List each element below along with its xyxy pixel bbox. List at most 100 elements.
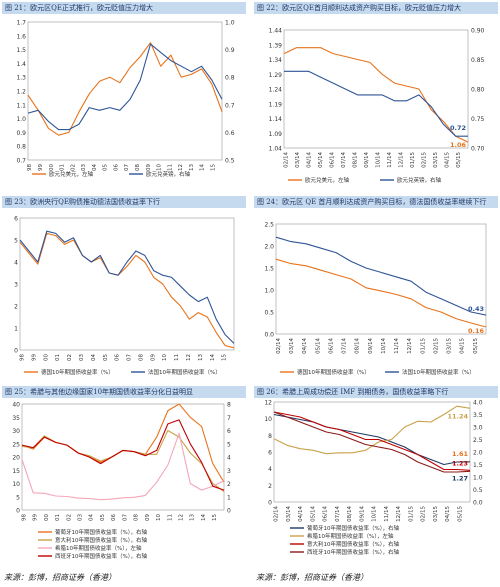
c23-x-tick-label: 08 (138, 354, 144, 361)
c25-series-line (21, 403, 225, 483)
c26-x-tick-label: 04/15 (445, 506, 451, 522)
c22-annotation-label: 1.06 (450, 141, 467, 149)
c23-series-line (19, 232, 235, 349)
c22-x-tick-label: 04/15 (444, 152, 450, 168)
c22-x-tick-label: 12/14 (398, 152, 404, 168)
c21-right-tick-label: 0.5 (225, 158, 235, 165)
c26-series-line (273, 405, 471, 455)
c26-right-tick-label: 3.5 (473, 412, 483, 419)
c21-left-tick-label: 1.4 (16, 61, 26, 68)
c21-x-tick-label: 00 (49, 164, 55, 171)
c23-x-tick-label: 00 (43, 354, 49, 361)
chart-title-24: 图 24：欧元区 QE 首月顺利达成资产购买目标，德法国债收益率继续下行 (254, 196, 498, 208)
c22-plot-frame (283, 29, 469, 149)
c26-x-tick-label: 10/14 (372, 506, 378, 522)
c26-left-tick-label: 2 (268, 483, 272, 490)
c26-x-tick-label: 06/14 (323, 506, 329, 522)
c21-right-tick-label: 1.0 (225, 20, 235, 27)
c26-x-tick-label: 03/15 (433, 506, 439, 522)
c26-legend-label: 希腊10年期国债收益率（%），左轴 (307, 532, 394, 540)
c25-left-tick-label: 35 (12, 415, 20, 422)
c24-x-tick-label: 04/15 (460, 338, 466, 354)
c25-right-tick-label: 5 (227, 441, 231, 448)
c22-series-line (284, 70, 468, 137)
c22-x-tick-label: 09/14 (364, 152, 370, 168)
c25-left-tick-label: 30 (12, 428, 20, 435)
c25-plot-frame (21, 403, 225, 511)
chart-title-23: 图 23：欧洲央行QE购债推动德法国债收益率下行 (2, 196, 246, 208)
c22-x-tick-label: 05/15 (456, 152, 462, 168)
c22-x-tick-label: 08/14 (352, 152, 358, 168)
c24-x-tick-label: 12/14 (407, 338, 413, 354)
c21-x-tick-label: 06 (113, 164, 119, 171)
c24-x-tick-label: 08/14 (355, 338, 361, 354)
c21-right-tick-label: 0.6 (225, 130, 235, 137)
c21-x-tick-label: 09 (146, 164, 152, 171)
c21-x-tick-label: 14 (200, 164, 206, 171)
c26-legend-label: 葡萄牙10年期国债收益率（%），右轴 (307, 524, 399, 532)
c21-left-tick-label: 1.1 (16, 102, 26, 109)
c25-right-tick-label: 6 (227, 428, 231, 435)
chart-svg-21: 0.7 0.8 0.9 1.0 1.1 1.2 1.3 1.4 1.5 1.6 1.7 0.5 0.6 0… (16, 20, 235, 179)
c22-x-tick-label: 01/15 (410, 152, 416, 168)
c22-left-tick-label: 1.24 (269, 87, 283, 94)
c26-x-tick-label: 08/14 (347, 506, 353, 522)
c21-plot-frame (27, 21, 223, 161)
c23-left-tick-label: 2 (14, 304, 18, 311)
c26-x-tick-label: 03/14 (286, 506, 292, 522)
c21-left-tick-label: 0.9 (16, 130, 26, 137)
c26-x-tick-label: 02/14 (274, 506, 280, 522)
c25-x-tick-label: 03 (77, 514, 83, 521)
c26-series-line (273, 413, 471, 466)
c24-x-tick-label: 05/14 (315, 338, 321, 354)
c23-plot-frame (19, 217, 235, 351)
c22-x-tick-label: 03/14 (295, 152, 301, 168)
chart-panel-21: 图 21：欧元区QE正式推行，欧元贬值压力增大 0.7 0.8 0.9 1.0 1.1 1… (2, 2, 246, 194)
c22-legend-label: 欧元兑美元，左轴 (305, 176, 350, 184)
c24-annotation-label: 0.43 (468, 305, 484, 313)
c24-left-tick-label: 2.0 (264, 244, 274, 251)
c23-left-tick-label: 4 (14, 260, 18, 267)
c21-series-line (27, 42, 223, 136)
c26-annotation-label: 1.23 (452, 459, 468, 467)
c26-x-tick-label: 07/14 (335, 506, 341, 522)
c25-legend-label: 希腊10年期国债收益率（%），左轴 (55, 544, 142, 552)
c22-right-tick-label: 0.75 (471, 116, 485, 123)
c22-x-tick-label: 07/14 (341, 152, 347, 168)
c21-series-line (27, 43, 223, 131)
c23-x-tick-label: 11 (174, 354, 180, 361)
c21-x-tick-label: 15 (210, 164, 216, 171)
c23-x-tick-label: 03 (79, 354, 85, 361)
c22-x-tick-label: 11/14 (387, 152, 393, 168)
c26-right-tick-label: 4.0 (473, 400, 483, 407)
c21-x-tick-label: 03 (81, 164, 87, 171)
c26-right-tick-label: 3.0 (473, 425, 483, 432)
c24-left-tick-label: 2.5 (264, 222, 274, 229)
c25-x-tick-label: 08 (134, 514, 140, 521)
c25-legend-label: 西班牙10年期国债收益率（%），右轴 (55, 552, 147, 560)
c25-x-tick-label: 98 (21, 514, 27, 521)
c24-series-line (275, 236, 487, 316)
c23-x-tick-label: 98 (20, 354, 26, 361)
c21-x-tick-label: 07 (124, 164, 130, 171)
c23-x-tick-label: 01 (55, 354, 61, 361)
c23-x-tick-label: 09 (150, 354, 156, 361)
c21-left-tick-label: 1.0 (16, 116, 26, 123)
c22-left-tick-label: 1.04 (269, 146, 283, 153)
c21-left-tick-label: 1.2 (16, 89, 26, 96)
c25-left-tick-label: 0 (16, 508, 20, 515)
c24-x-tick-label: 02/15 (433, 338, 439, 354)
c21-legend-label: 欧元兑英镑，右轴 (146, 170, 191, 178)
chart-title-22: 图 22：欧元区QE首月顺利达成资产购买目标，欧元贬值压力增大 (254, 2, 498, 14)
c26-left-tick-label: 4 (268, 466, 272, 473)
c24-series-line (275, 258, 487, 328)
c26-x-tick-label: 02/15 (421, 506, 427, 522)
c25-left-tick-label: 5 (16, 494, 20, 501)
c26-x-tick-label: 12/14 (396, 506, 402, 522)
c26-x-tick-label: 05/14 (310, 506, 316, 522)
c26-x-tick-label: 11/14 (384, 506, 390, 522)
c25-x-tick-label: 06 (111, 514, 117, 521)
c22-legend-label: 欧元兑英镑，右轴 (397, 176, 442, 184)
c26-right-tick-label: 0.0 (473, 500, 483, 507)
c25-right-tick-label: 3 (227, 468, 231, 475)
